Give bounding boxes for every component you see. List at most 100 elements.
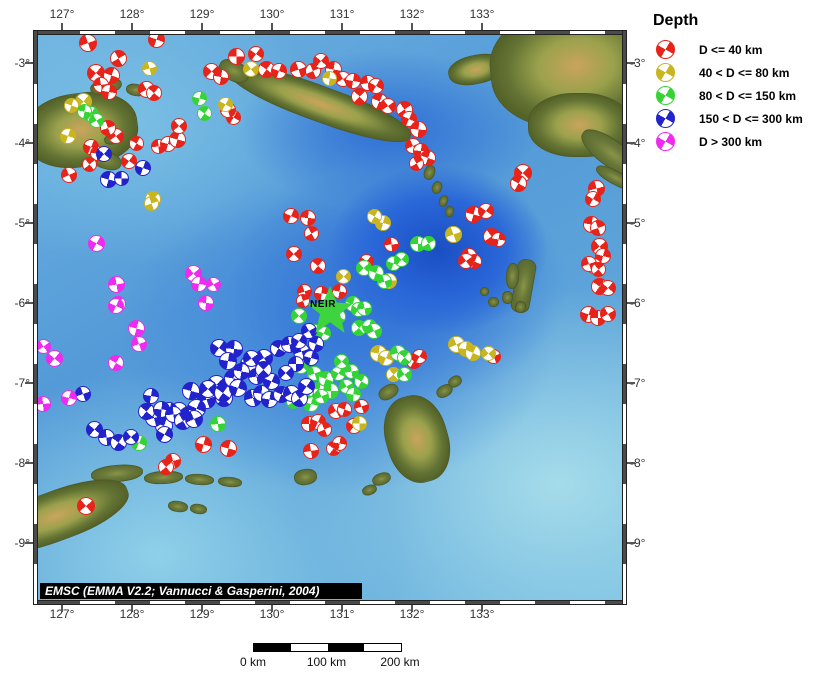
focal-mechanism — [396, 349, 412, 365]
axis-tick — [25, 462, 33, 464]
focal-mechanism — [45, 349, 63, 367]
axis-tick — [481, 605, 483, 612]
axis-tick — [201, 23, 203, 30]
lon-label-bottom: 132° — [399, 607, 425, 621]
focal-mechanism — [143, 388, 159, 404]
scale-bar-segment — [290, 644, 328, 651]
focal-mechanism — [194, 435, 212, 453]
focal-mechanism — [590, 261, 606, 277]
focal-mechanism — [155, 425, 173, 443]
axis-tick — [627, 222, 635, 224]
focal-mechanism — [77, 497, 95, 515]
lat-label-right: -9° — [630, 536, 646, 550]
focal-mechanism — [480, 345, 496, 361]
focal-mechanism — [79, 35, 97, 52]
focal-mechanism — [127, 319, 145, 337]
focal-mechanism — [38, 396, 51, 412]
island-tayandu — [488, 297, 499, 307]
focal-mechanism — [135, 160, 151, 176]
axis-tick — [627, 382, 635, 384]
lon-label-top: 130° — [259, 7, 285, 21]
lat-label-left: -4° — [14, 136, 30, 150]
focal-mechanism — [297, 377, 315, 395]
axis-tick — [271, 605, 273, 612]
focal-mechanism — [509, 174, 527, 192]
focal-mechanism — [219, 439, 237, 457]
lat-label-left: -9° — [14, 536, 30, 550]
focal-mechanism — [137, 402, 155, 420]
map-frame-top — [33, 30, 627, 35]
focal-mechanism — [60, 128, 76, 144]
focal-mechanism — [96, 146, 112, 162]
focal-mechanism — [444, 225, 462, 243]
focal-mechanism — [331, 435, 347, 451]
legend-item-0: D <= 40 km — [650, 38, 815, 61]
focal-mechanism-layer — [38, 35, 622, 600]
focal-mechanism — [465, 345, 481, 361]
legend-beachball-icon — [656, 40, 675, 59]
focal-mechanism — [376, 273, 392, 289]
focal-mechanism — [108, 298, 124, 314]
focal-mechanism — [205, 276, 221, 292]
map-frame-right — [622, 30, 627, 605]
focal-mechanism — [198, 295, 214, 311]
legend-beachball-icon — [656, 63, 675, 82]
legend-item-3: 150 < D <= 300 km — [650, 107, 815, 130]
scale-bar-segment — [364, 644, 401, 651]
axis-tick — [25, 382, 33, 384]
focal-mechanism — [123, 429, 139, 445]
focal-mechanism — [196, 105, 212, 121]
focal-mechanism — [76, 103, 92, 119]
legend-item-1: 40 < D <= 80 km — [650, 61, 815, 84]
focal-mechanism — [191, 276, 207, 292]
focal-mechanism — [101, 84, 117, 100]
focal-mechanism — [121, 153, 137, 169]
lat-label-left: -5° — [14, 216, 30, 230]
legend-item-2: 80 < D <= 150 km — [650, 84, 815, 107]
focal-mechanism — [343, 363, 359, 379]
lon-label-bottom: 131° — [329, 607, 355, 621]
focal-mechanism — [333, 353, 349, 369]
focal-mechanism — [600, 280, 616, 296]
focal-mechanism — [308, 336, 324, 352]
axis-tick — [25, 222, 33, 224]
focal-mechanism — [396, 366, 412, 382]
focal-mechanism — [283, 208, 299, 224]
legend-item-4: D > 300 km — [650, 130, 815, 153]
focal-mechanism — [87, 234, 105, 252]
lat-label-left: -8° — [14, 456, 30, 470]
axis-tick — [131, 23, 133, 30]
focal-mechanism — [356, 300, 372, 316]
lon-label-bottom: 133° — [469, 607, 495, 621]
lon-label-top: 128° — [119, 7, 145, 21]
focal-mechanism — [81, 156, 97, 172]
focal-mechanism — [458, 253, 474, 269]
neir-station-star-icon — [307, 286, 353, 333]
legend-item-label: 80 < D <= 150 km — [699, 88, 797, 103]
lat-label-left: -3° — [14, 56, 30, 70]
focal-mechanism — [351, 415, 367, 431]
focal-mechanism — [88, 112, 104, 128]
axis-tick — [271, 23, 273, 30]
focal-mechanism — [232, 362, 250, 380]
focal-mechanism — [366, 208, 382, 224]
lon-label-top: 133° — [469, 7, 495, 21]
focal-mechanism — [345, 73, 361, 89]
focal-mechanism — [300, 210, 316, 226]
lon-label-bottom: 130° — [259, 607, 285, 621]
focal-mechanism — [316, 421, 332, 437]
focal-mechanism — [271, 63, 287, 79]
lat-label-left: -7° — [14, 376, 30, 390]
island-kai-3 — [502, 291, 513, 304]
axis-tick — [25, 62, 33, 64]
island-kur — [480, 287, 489, 296]
focal-mechanism — [113, 170, 129, 186]
focal-mechanism — [590, 220, 606, 236]
focal-mechanism — [353, 398, 369, 414]
focal-mechanism — [380, 98, 396, 114]
focal-mechanism — [490, 231, 506, 247]
attribution-box: EMSC (EMMA V2.2; Vannucci & Gasperini, 2… — [40, 583, 362, 599]
focal-mechanism — [368, 78, 384, 94]
focal-mechanism — [336, 401, 352, 417]
